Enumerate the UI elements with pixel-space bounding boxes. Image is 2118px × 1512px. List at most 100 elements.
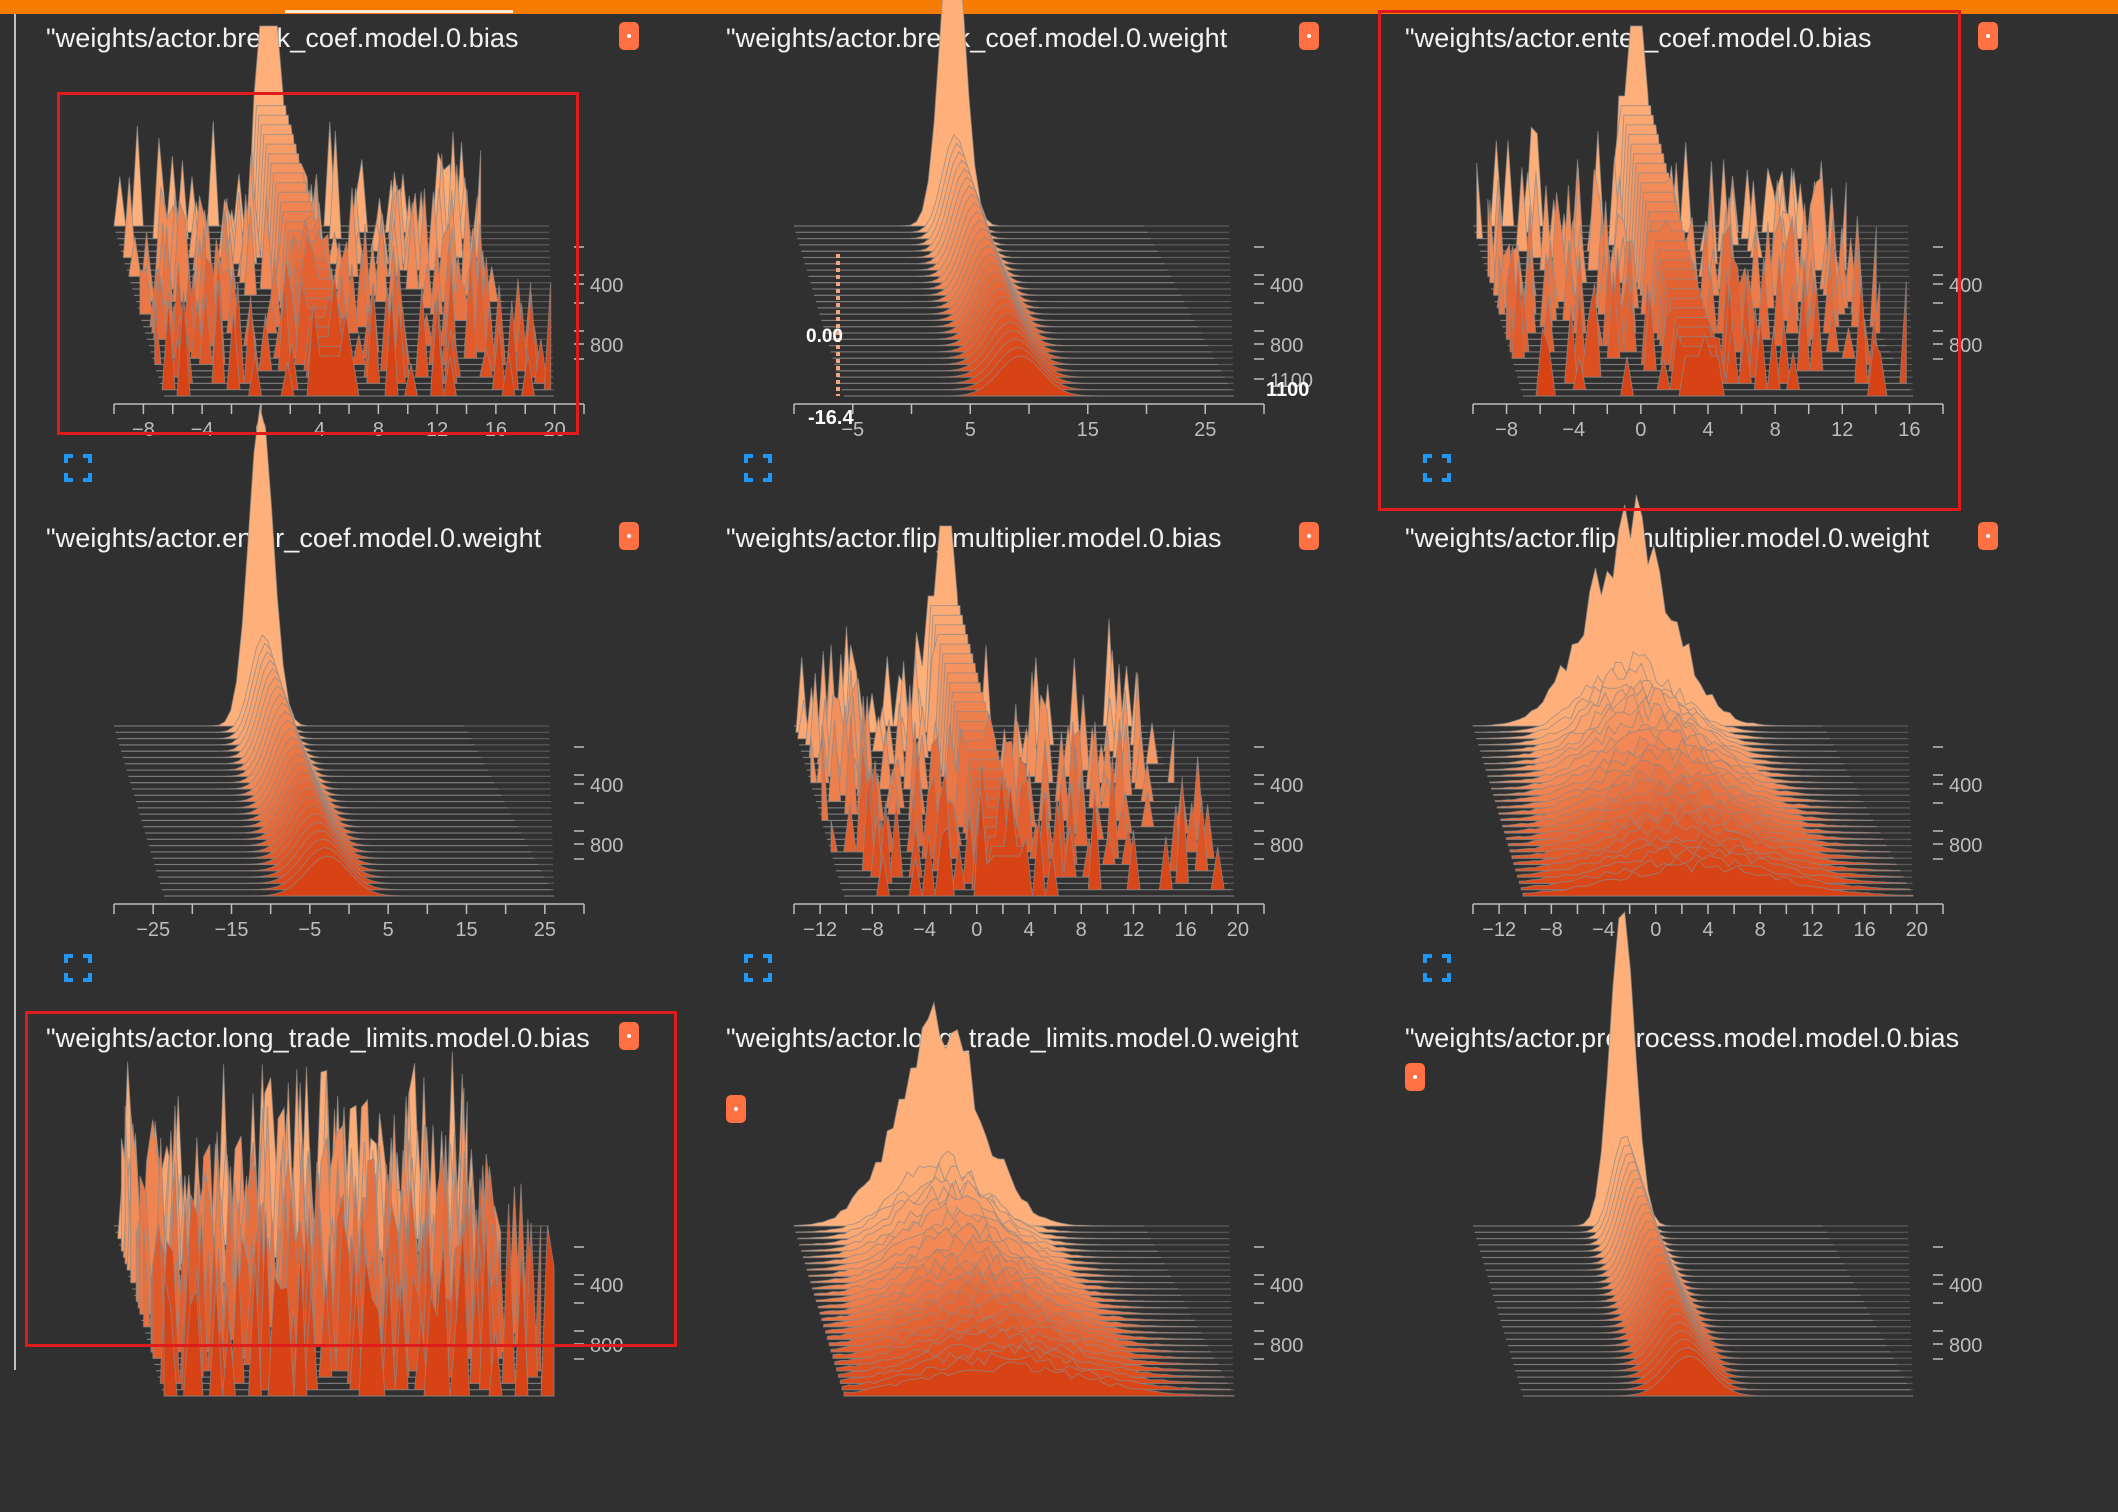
hover-y-label: 0.00 (806, 326, 843, 347)
histogram-chart[interactable]: 400 800 −8 −4 0 4 8 12 16 (1423, 25, 1983, 441)
histogram-card: "weights/actor.preprocess.model.model.0.… (1405, 910, 2055, 1512)
y-tick-label: 400 (1949, 775, 1982, 797)
x-tick-label: 5 (383, 919, 394, 941)
histogram-chart[interactable]: 400 800 (64, 1051, 624, 1414)
card-title: "weights/actor.flip_multiplier.model.0.w… (1405, 523, 1930, 553)
fullscreen-icon[interactable] (64, 454, 92, 482)
x-tick-label: 4 (314, 419, 325, 441)
y-tick-label: 800 (1949, 1335, 1982, 1357)
y-tick-label: 800 (1270, 1335, 1303, 1357)
pin-icon[interactable] (1299, 22, 1319, 50)
step-distribution (114, 406, 464, 727)
y-tick-label: 800 (590, 1335, 623, 1357)
x-tick-label: 20 (544, 419, 566, 441)
histogram-card: "weights/actor.break_coef.model.0.bias 40… (46, 22, 696, 512)
pin-dot (1413, 1075, 1417, 1079)
x-tick-label: −8 (1495, 419, 1518, 441)
x-tick-label: 5 (965, 419, 976, 441)
pin-icon[interactable] (1978, 522, 1998, 550)
x-tick-label: −4 (1562, 419, 1585, 441)
x-tick-label: −12 (1482, 919, 1516, 941)
step-distribution (124, 676, 485, 765)
card-title: "weights/actor.enter_coef.model.0.bias (1405, 22, 2025, 55)
x-tick-label: 4 (1702, 419, 1713, 441)
fullscreen-icon[interactable] (744, 954, 772, 982)
y-tick-label: 400 (1270, 775, 1303, 797)
histogram-chart[interactable]: 400 800 1100 −5 5 15 25 0.00 -16.4 1100 (744, 0, 1313, 441)
x-tick-label: 12 (426, 419, 448, 441)
pin-icon[interactable] (619, 22, 639, 50)
y-tick-label: 400 (1949, 275, 1982, 297)
pin-icon[interactable] (1299, 522, 1319, 550)
x-tick-label: 16 (1175, 919, 1197, 941)
x-tick-label: 4 (1023, 919, 1034, 941)
pin-dot (627, 34, 631, 38)
x-tick-label: 8 (1755, 919, 1766, 941)
step-distribution (1515, 270, 1901, 372)
histogram-chart[interactable]: 400 800 −12 −8 −4 0 4 8 12 16 20 (744, 525, 1304, 941)
fullscreen-icon[interactable] (744, 454, 772, 482)
fullscreen-icon[interactable] (1423, 454, 1451, 482)
step-distribution (126, 685, 488, 771)
x-tick-label: −8 (132, 419, 155, 441)
histogram-chart[interactable]: 400 800 (744, 1000, 1304, 1414)
hover-x-label: -16.4 (808, 407, 854, 429)
pin-dot (627, 1034, 631, 1038)
y-tick-label: 400 (590, 1275, 623, 1297)
fullscreen-icon[interactable] (1423, 954, 1451, 982)
y-tick-label: 800 (1270, 335, 1303, 357)
histogram-chart[interactable]: 400 800 −12 −8 −4 0 4 8 12 16 20 (1423, 494, 1983, 941)
pin-icon[interactable] (619, 522, 639, 550)
tab-indicator[interactable] (1533, 10, 1821, 13)
pin-icon[interactable] (726, 1095, 746, 1123)
x-tick-label: 12 (1801, 919, 1823, 941)
y-tick-label: 400 (1270, 275, 1303, 297)
x-tick-label: −15 (215, 919, 249, 941)
x-tick-label: −4 (913, 919, 936, 941)
x-tick-label: 0 (1635, 419, 1646, 441)
histogram-card: "weights/actor.long_trade_limits.model.0… (46, 1022, 696, 1512)
pin-icon[interactable] (1405, 1063, 1425, 1091)
x-tick-label: 0 (1650, 919, 1661, 941)
card-title: "weights/actor.break_coef.model.0.weight (726, 23, 1228, 53)
histogram-card: "weights/actor.flip_multiplier.model.0.b… (726, 522, 1376, 1012)
pin-icon[interactable] (1978, 22, 1998, 50)
x-tick-label: 20 (1227, 919, 1249, 941)
hover-step-label: 1100 (1266, 379, 1309, 401)
step-distribution (164, 855, 554, 897)
card-title: "weights/actor.break_coef.model.0.bias (46, 23, 519, 53)
step-distribution (1473, 910, 1823, 1227)
x-tick-label: −8 (1540, 919, 1563, 941)
histogram-card: "weights/actor.enter_coef.model.0.weight… (46, 406, 696, 1012)
x-tick-label: 20 (1906, 919, 1928, 941)
y-tick-label: 400 (590, 275, 623, 297)
step-distribution (135, 727, 505, 803)
step-distribution (164, 289, 554, 397)
pin-dot (1986, 534, 1990, 538)
step-distribution (130, 702, 495, 784)
x-tick-label: −5 (841, 419, 864, 441)
x-tick-label: −4 (1592, 919, 1615, 941)
step-distribution (1522, 859, 1914, 897)
card-title: "weights/actor.enter_coef.model.0.weight (46, 523, 542, 553)
x-tick-label: 25 (1194, 419, 1216, 441)
x-tick-label: −8 (861, 919, 884, 941)
step-distribution (794, 0, 1144, 227)
histogram-chart[interactable]: 400 800 −25 −15 −5 5 15 25 (64, 406, 624, 941)
step-distribution (163, 1223, 555, 1397)
histogram-card: "weights/actor.long_trade_limits.model.0… (726, 1000, 1376, 1512)
y-tick-label: 800 (1270, 835, 1303, 857)
tab-indicator[interactable] (285, 10, 513, 13)
pin-icon[interactable] (619, 1022, 639, 1050)
card-title: "weights/actor.flip_multiplier.model.0.b… (726, 523, 1222, 553)
x-tick-label: 8 (373, 419, 384, 441)
x-tick-label: 12 (1831, 419, 1853, 441)
x-tick-label: 15 (1077, 419, 1099, 441)
fullscreen-icon[interactable] (64, 954, 92, 982)
x-tick-label: 12 (1122, 919, 1144, 941)
top-accent-bar (0, 0, 2118, 14)
sidebar-edge (14, 14, 16, 1370)
histogram-chart[interactable]: 400 800 (1423, 910, 1983, 1414)
step-distribution (1523, 327, 1913, 397)
